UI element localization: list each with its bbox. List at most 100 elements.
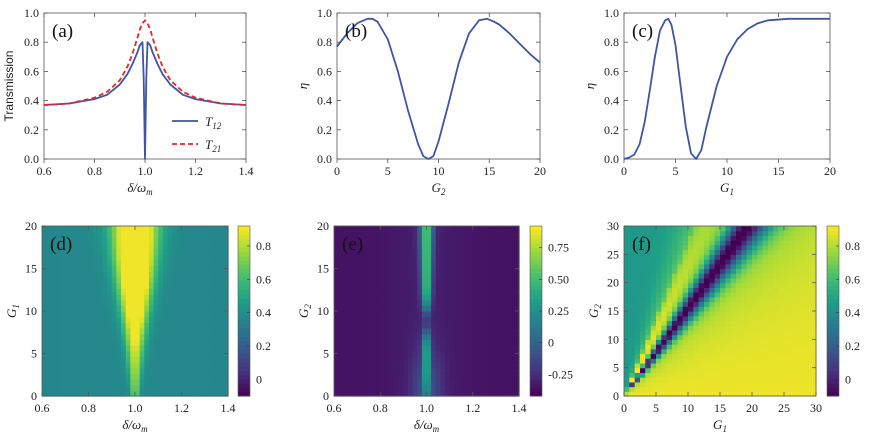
heatmap-cell [435,277,441,284]
heatmap-cell [51,367,57,374]
heatmap-cell [186,277,192,284]
heatmap-cell [624,244,630,251]
heatmap-cell [60,248,66,255]
heatmap-cell [458,311,465,318]
heatmap-cell [720,259,726,265]
x-tick-label: 20 [746,401,758,415]
heatmap-cell [645,372,652,378]
heatmap-cell [46,350,52,357]
heatmap-cell [186,345,192,352]
heatmap-cell [514,271,520,278]
heatmap-cell [491,231,497,238]
heatmap-cell [449,367,455,374]
heatmap-cell [408,316,414,323]
heatmap-cell [371,305,377,312]
heatmap-cell [736,339,742,345]
heatmap-cell [371,379,377,386]
heatmap-cell [688,353,694,359]
heatmap-cell [629,240,636,246]
heatmap-cell [403,356,409,363]
heatmap-cell [640,391,646,397]
heatmap-cell [426,226,432,233]
heatmap-cell [412,350,418,357]
x-tick-label: 20 [824,164,836,178]
heatmap-cell [408,265,414,272]
heatmap-cell [693,259,700,265]
heatmap-cell [693,391,700,397]
heatmap-cell [698,386,705,392]
heatmap-cell [714,249,721,255]
heatmap-cell [408,231,414,238]
heatmap-cell [42,271,48,278]
heatmap-cell [768,244,774,251]
heatmap-cell [672,325,678,331]
heatmap-cell [357,294,363,301]
heatmap-cell [454,328,460,335]
heatmap-cell [720,244,726,251]
heatmap-cell [500,299,506,306]
heatmap-cell [167,282,173,289]
heatmap-cell [677,249,684,255]
heatmap-cell [352,316,358,323]
heatmap-cell [408,299,414,306]
heatmap-cell [125,384,131,391]
y-tick-label: 0.4 [24,94,39,108]
heatmap-cell [74,271,80,278]
heatmap-cell [357,362,363,369]
heatmap-cell [97,328,104,335]
heatmap-cell [417,260,423,267]
heatmap-cell [682,386,689,392]
heatmap-cell [153,294,159,301]
heatmap-cell [412,322,418,329]
heatmap-cell [421,311,428,318]
heatmap-cell [725,306,732,312]
heatmap-cell [629,339,636,345]
heatmap-cell [445,277,451,284]
heatmap-cell [403,305,409,312]
heatmap-cell [65,277,71,284]
heatmap-cell [421,265,428,272]
heatmap-cell [357,316,363,323]
heatmap-cell [102,345,108,352]
heatmap-cell [486,260,492,267]
heatmap-cell [736,226,742,232]
heatmap-cell [195,231,201,238]
heatmap-cell [704,329,710,336]
heatmap-cell [458,316,465,323]
heatmap-cell [800,362,806,369]
heatmap-cell [334,384,340,391]
heatmap-cell [458,260,465,267]
heatmap-cell [714,367,721,373]
heatmap-cell [181,356,187,363]
heatmap-cell [741,348,748,355]
heatmap-cell [440,311,446,318]
heatmap-cell [65,237,71,244]
heatmap-cell [666,263,673,270]
heatmap-cell [200,328,206,335]
y-tick-label: 15 [317,262,329,276]
heatmap-cell [51,316,57,323]
heatmap-cell [366,271,372,278]
heatmap-cell [773,315,780,322]
x-axis-label-sub: m [433,424,440,434]
heatmap-cell [389,345,395,352]
heatmap-cell [200,362,206,369]
heatmap-cell [500,311,506,318]
heatmap-cell [757,311,764,317]
heatmap-cell [51,339,57,346]
heatmap-cell [209,248,215,255]
heatmap-cell [357,333,363,340]
heatmap-cell [725,249,732,255]
heatmap-cell [431,311,437,318]
heatmap-cell [55,345,62,352]
heatmap-cell [778,277,785,284]
heatmap-cell [629,329,636,336]
heatmap-cell [677,235,684,241]
heatmap-cell [640,315,646,322]
heatmap-cell [83,373,90,380]
heatmap-cell [116,226,122,233]
heatmap-cell [176,305,183,312]
heatmap-cell [672,362,678,369]
heatmap-cell [181,316,187,323]
heatmap-cell [357,305,363,312]
